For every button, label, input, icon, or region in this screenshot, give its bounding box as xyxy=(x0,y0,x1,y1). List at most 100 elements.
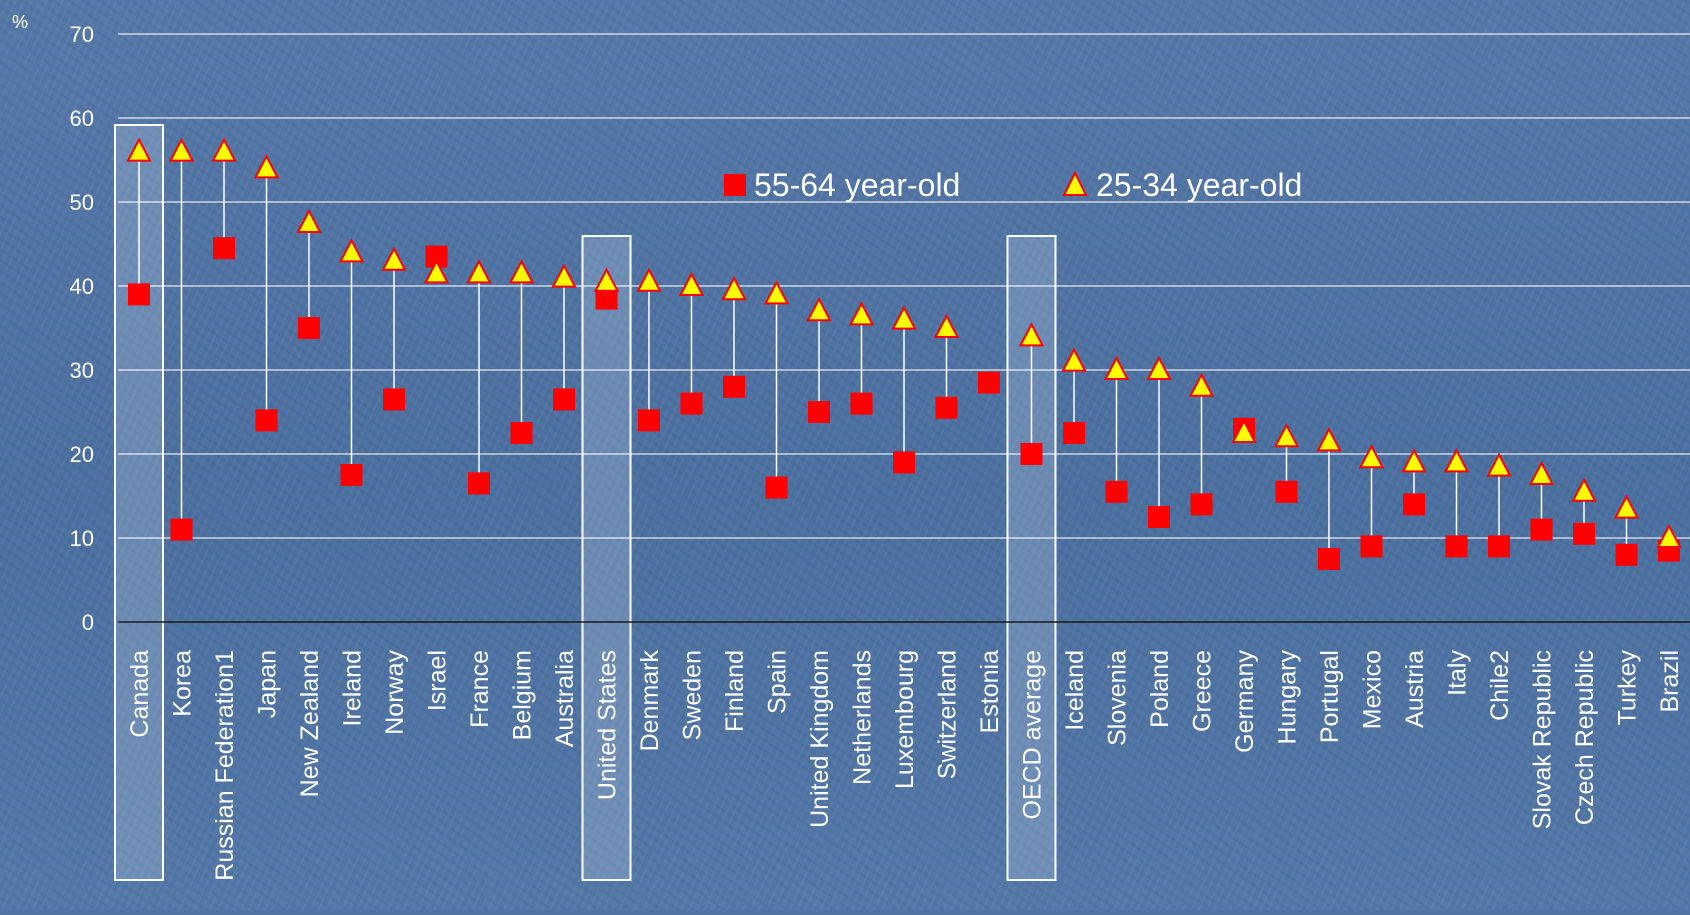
point-25-34-greece xyxy=(1188,372,1215,397)
point-55-64-new-zealand xyxy=(298,317,320,339)
x-tick-label-switzerland: Switzerland xyxy=(934,650,962,779)
point-55-64-united-states xyxy=(595,287,618,310)
marks-layer xyxy=(126,137,1682,570)
point-25-34-brazil xyxy=(1656,523,1682,548)
x-tick-label-spain: Spain xyxy=(764,650,792,714)
stems-layer xyxy=(138,151,1670,559)
x-tick-label-hungary: Hungary xyxy=(1274,650,1302,745)
x-tick-label-estonia: Estonia xyxy=(976,650,1004,733)
point-55-64-austria xyxy=(1403,493,1425,516)
point-25-34-chile2 xyxy=(1486,452,1512,477)
point-25-34-australia xyxy=(551,263,577,288)
point-25-34-belgium xyxy=(508,259,535,284)
x-tick-label-russian-federation1: Russian Federation1 xyxy=(211,650,239,881)
x-tick-label-italy: Italy xyxy=(1444,650,1472,696)
x-tick-label-israel: Israel xyxy=(424,650,452,711)
point-25-34-finland xyxy=(721,276,747,301)
point-25-34-portugal xyxy=(1316,427,1342,452)
x-tick-label-australia: Australia xyxy=(551,650,579,747)
x-tick-label-slovenia: Slovenia xyxy=(1104,650,1132,746)
point-25-34-czech-republic xyxy=(1571,477,1597,502)
x-tick-label-luxembourg: Luxembourg xyxy=(891,650,919,789)
y-tick-label-70: 70 xyxy=(70,22,94,47)
point-25-34-norway xyxy=(381,246,407,271)
point-55-64-mexico xyxy=(1360,535,1383,558)
point-55-64-canada xyxy=(128,283,150,306)
point-25-34-netherlands xyxy=(848,301,875,326)
point-25-34-mexico xyxy=(1358,444,1385,469)
point-55-64-oecd-average xyxy=(1020,443,1043,465)
legend-triangle-marker xyxy=(1062,170,1088,196)
point-55-64-sweden xyxy=(680,392,703,415)
point-25-34-turkey xyxy=(1613,494,1640,519)
point-55-64-slovak-republic xyxy=(1530,518,1553,541)
y-tick-label-60: 60 xyxy=(70,106,94,131)
point-25-34-japan xyxy=(253,154,280,179)
x-tick-label-ireland: Ireland xyxy=(339,650,367,726)
point-55-64-switzerland xyxy=(935,396,958,419)
x-tick-label-iceland: Iceland xyxy=(1061,650,1089,731)
point-55-64-italy xyxy=(1445,535,1468,558)
point-25-34-luxembourg xyxy=(891,305,917,330)
point-25-34-iceland xyxy=(1061,347,1087,372)
legend-square-marker xyxy=(724,174,746,196)
point-55-64-norway xyxy=(383,388,405,411)
x-tick-label-sweden: Sweden xyxy=(679,650,707,740)
point-55-64-netherlands xyxy=(850,392,873,415)
x-tick-label-germany: Germany xyxy=(1231,650,1259,753)
point-55-64-belgium xyxy=(510,422,533,444)
point-55-64-ireland xyxy=(340,464,363,486)
legend: 55-64 year-old 25-34 year-old xyxy=(724,167,1302,203)
point-55-64-japan xyxy=(255,409,278,432)
point-25-34-spain xyxy=(763,280,790,305)
point-25-34-france xyxy=(466,259,492,284)
y-tick-label-40: 40 xyxy=(70,274,94,299)
point-55-64-iceland xyxy=(1063,422,1085,444)
point-25-34-poland xyxy=(1146,355,1172,380)
point-25-34-oecd-average xyxy=(1018,322,1045,347)
y-tick-label-30: 30 xyxy=(70,358,94,383)
point-55-64-luxembourg xyxy=(893,451,915,474)
x-tick-label-czech-republic: Czech Republic xyxy=(1571,650,1599,825)
x-tick-label-united-states: United States xyxy=(594,650,622,800)
point-55-64-france xyxy=(468,472,490,495)
x-tick-label-portugal: Portugal xyxy=(1316,650,1344,743)
x-tick-label-brazil: Brazil xyxy=(1656,650,1684,713)
point-55-64-united-kingdom xyxy=(808,401,830,423)
x-tick-label-denmark: Denmark xyxy=(636,650,664,752)
point-55-64-australia xyxy=(553,388,575,411)
point-55-64-czech-republic xyxy=(1573,522,1595,545)
y-tick-label-20: 20 xyxy=(70,442,94,467)
point-55-64-korea xyxy=(170,518,193,541)
point-55-64-russian-federation1 xyxy=(213,237,235,260)
point-25-34-united-states xyxy=(593,267,620,292)
point-25-34-slovenia xyxy=(1103,355,1130,380)
point-25-34-canada xyxy=(126,137,152,162)
x-tick-label-mexico: Mexico xyxy=(1359,650,1387,729)
point-25-34-ireland xyxy=(338,238,365,263)
point-55-64-slovenia xyxy=(1105,480,1128,503)
point-25-34-korea xyxy=(168,137,195,162)
legend-label-25-34: 25-34 year-old xyxy=(1096,167,1302,203)
point-55-64-estonia xyxy=(978,371,1000,394)
point-25-34-austria xyxy=(1401,448,1427,473)
point-25-34-hungary xyxy=(1273,423,1300,448)
y-unit-label: % xyxy=(12,12,28,32)
point-55-64-poland xyxy=(1148,506,1170,528)
x-tick-label-united-kingdom: United Kingdom xyxy=(806,650,834,828)
point-55-64-turkey xyxy=(1615,543,1638,566)
point-55-64-israel xyxy=(425,245,448,268)
point-25-34-slovak-republic xyxy=(1528,460,1555,485)
point-55-64-hungary xyxy=(1275,480,1298,503)
point-25-34-israel xyxy=(423,259,450,284)
point-25-34-new-zealand xyxy=(296,208,322,233)
labels-layer: 0 10 20 30 40 50 60 70 Canada Korea Russian Federa… xyxy=(70,22,1684,881)
y-tick-label-10: 10 xyxy=(70,526,94,551)
point-55-64-finland xyxy=(723,375,745,398)
point-55-64-greece xyxy=(1190,493,1213,516)
point-25-34-italy xyxy=(1443,448,1470,473)
legend-label-55-64: 55-64 year-old xyxy=(754,167,960,203)
y-tick-label-0: 0 xyxy=(82,610,94,635)
